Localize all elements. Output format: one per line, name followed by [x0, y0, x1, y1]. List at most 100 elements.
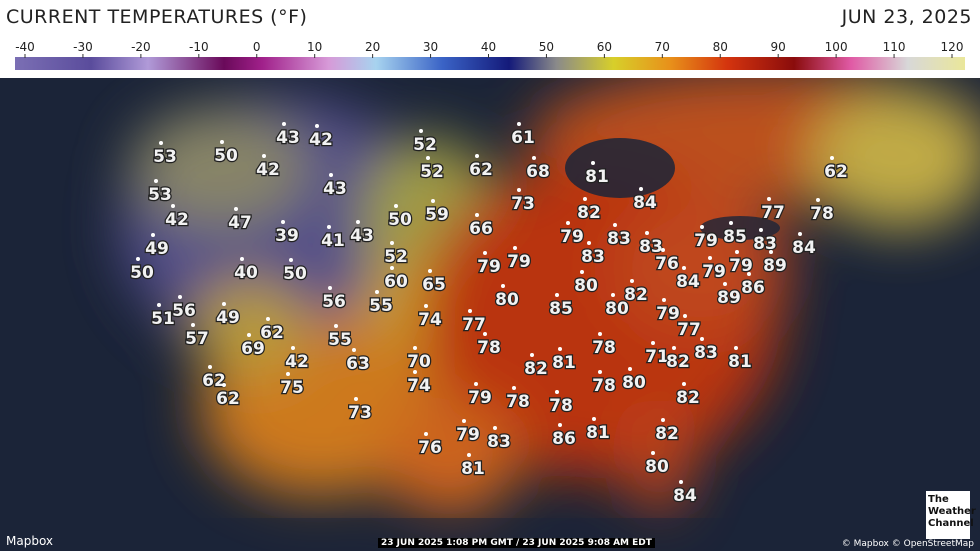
station-dot [354, 397, 358, 401]
weather-channel-logo: The Weather Channel [926, 491, 976, 539]
station-dot [462, 419, 466, 423]
station-temperature: 79 [468, 388, 492, 408]
scale-tick-label: -30 [73, 40, 93, 54]
station-dot [566, 221, 570, 225]
station-dot [178, 295, 182, 299]
station-dot [630, 279, 634, 283]
map-date: JUN 23, 2025 [841, 6, 972, 28]
station-temperature: 42 [285, 352, 309, 372]
station-temperature: 81 [552, 353, 576, 373]
station-temperature: 51 [151, 309, 175, 329]
station-dot [289, 258, 293, 262]
station-dot [431, 199, 435, 203]
station-dot [747, 272, 751, 276]
station-dot [682, 266, 686, 270]
station-temperature: 65 [422, 275, 446, 295]
station-dot [266, 317, 270, 321]
station-dot [467, 453, 471, 457]
station-dot [154, 179, 158, 183]
station-dot [517, 122, 521, 126]
station-dot [708, 256, 712, 260]
station-temperature: 43 [350, 226, 374, 246]
station-dot [413, 346, 417, 350]
station-temperature: 78 [810, 204, 834, 224]
station-dot [191, 323, 195, 327]
station-dot [628, 367, 632, 371]
station-temperature: 79 [702, 262, 726, 282]
scale-tick-label: 50 [539, 40, 554, 54]
station-temperature: 89 [717, 288, 741, 308]
station-dot [247, 333, 251, 337]
station-temperature: 62 [216, 389, 240, 409]
station-dot [136, 257, 140, 261]
station-temperature: 80 [645, 457, 669, 477]
station-dot [329, 173, 333, 177]
scale-tick-label: -20 [131, 40, 151, 54]
station-temperature: 78 [592, 338, 616, 358]
station-dot [493, 426, 497, 430]
station-dot [282, 122, 286, 126]
color-scale-ticks: -40 -30 -20 -10 0 10 20 30 40 50 60 70 80 90 100 110 120 [15, 40, 964, 58]
station-temperature: 83 [581, 247, 605, 267]
station-dot [352, 348, 356, 352]
station-dot [483, 332, 487, 336]
station-temperature: 62 [824, 162, 848, 182]
station-temperature: 83 [607, 229, 631, 249]
station-dot [651, 451, 655, 455]
station-temperature: 74 [407, 376, 431, 396]
scale-tick-label: 0 [253, 40, 261, 54]
scale-tick-label: -10 [189, 40, 209, 54]
station-temperature: 82 [655, 424, 679, 444]
station-dot [580, 270, 584, 274]
station-dot [390, 241, 394, 245]
color-scale-bar [15, 57, 965, 70]
station-temperature: 57 [185, 329, 209, 349]
station-dot [530, 353, 534, 357]
station-dot [583, 197, 587, 201]
station-temperature: 86 [741, 278, 765, 298]
station-dot [468, 309, 472, 313]
station-temperature: 73 [348, 403, 372, 423]
station-temperature: 79 [456, 425, 480, 445]
station-dot [651, 341, 655, 345]
station-dot [234, 207, 238, 211]
station-dot [475, 154, 479, 158]
station-temperature: 42 [256, 160, 280, 180]
station-temperature: 56 [322, 292, 346, 312]
scale-tick-label: 120 [941, 40, 964, 54]
station-temperature: 73 [511, 194, 535, 214]
station-dot [483, 251, 487, 255]
station-dot [683, 314, 687, 318]
station-dot [512, 386, 516, 390]
station-temperature: 62 [260, 323, 284, 343]
station-dot [291, 346, 295, 350]
station-dot [598, 370, 602, 374]
station-temperature: 84 [676, 272, 700, 292]
station-dot [240, 257, 244, 261]
station-temperature: 53 [148, 185, 172, 205]
station-temperature: 80 [622, 373, 646, 393]
scale-tick-label: 110 [883, 40, 906, 54]
station-dot [682, 382, 686, 386]
station-temperature: 81 [586, 423, 610, 443]
station-dot [532, 156, 536, 160]
station-temperature: 74 [418, 310, 442, 330]
station-dot [598, 332, 602, 336]
station-dot [286, 372, 290, 376]
station-dot [558, 423, 562, 427]
station-dot [700, 225, 704, 229]
scale-tick-label: 30 [423, 40, 438, 54]
station-temperature: 80 [605, 299, 629, 319]
station-temperature: 79 [656, 304, 680, 324]
station-temperature: 50 [388, 210, 412, 230]
station-temperature: 55 [369, 296, 393, 316]
map-title: CURRENT TEMPERATURES (°F) [6, 6, 308, 28]
station-temperature: 55 [328, 330, 352, 350]
station-dot [700, 337, 704, 341]
station-temperature: 62 [202, 371, 226, 391]
station-temperature: 86 [552, 429, 576, 449]
station-dot [816, 198, 820, 202]
station-dot [424, 304, 428, 308]
station-temperature: 43 [323, 179, 347, 199]
